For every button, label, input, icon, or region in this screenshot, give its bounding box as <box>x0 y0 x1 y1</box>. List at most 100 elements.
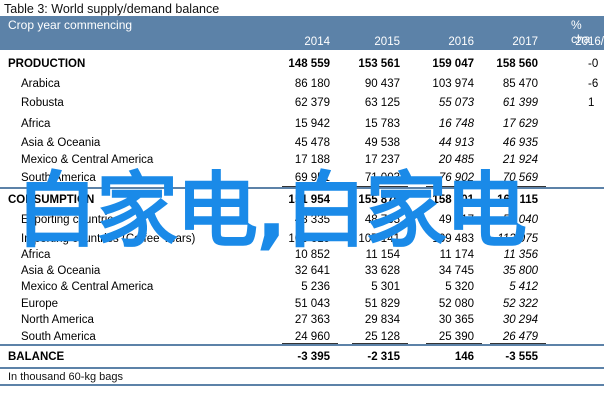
table-row: Africa 15 942 15 783 16 748 17 629 <box>0 116 604 134</box>
bottom-rule <box>0 384 604 386</box>
cell-value: 63 125 <box>364 97 400 109</box>
cell-value: 159 047 <box>432 58 474 70</box>
cell-value: 34 745 <box>438 265 474 277</box>
subtotal-underline <box>490 343 546 344</box>
subtotal-underline <box>282 343 338 344</box>
section-divider <box>0 367 604 369</box>
row-label: CONSUMPTION <box>8 194 95 206</box>
cell-value: 5 236 <box>301 281 330 293</box>
cell-value: 109 483 <box>432 233 474 245</box>
cell-value: 20 485 <box>438 154 474 166</box>
cell-percent: -6 <box>588 78 599 90</box>
cell-value: 48 735 <box>364 214 400 226</box>
cell-value: 103 974 <box>432 78 474 90</box>
table-row: Africa 10 852 11 154 11 174 11 356 <box>0 247 604 265</box>
cell-value: 50 040 <box>502 214 538 226</box>
subtotal-underline <box>490 186 546 187</box>
cell-value: 146 <box>454 351 474 363</box>
cell-value: 112 075 <box>497 233 538 245</box>
year-header: 2016 <box>448 36 474 48</box>
year-header: 2017 <box>512 36 538 48</box>
cell-value: 11 154 <box>365 249 400 261</box>
cell-value: 5 412 <box>509 281 538 293</box>
cell-value: 46 935 <box>502 137 538 149</box>
section-divider <box>0 344 604 346</box>
cell-value: 29 834 <box>364 314 400 326</box>
row-label: Arabica <box>21 78 60 90</box>
cell-value: 45 478 <box>294 137 330 149</box>
cell-value: 51 829 <box>364 298 400 310</box>
cell-value: -2 315 <box>367 351 400 363</box>
row-label: South America <box>21 172 96 184</box>
row-label: Robusta <box>21 97 64 109</box>
row-label: Europe <box>21 298 59 310</box>
cell-value: 30 294 <box>502 314 538 326</box>
watermark-overlay: 白家电,白家电 <box>16 164 527 259</box>
cell-value: 151 954 <box>288 194 330 206</box>
table-row: Europe 51 043 51 829 52 080 52 322 <box>0 296 604 314</box>
cell-value: 62 379 <box>294 97 330 109</box>
cell-percent: 1 <box>588 97 595 109</box>
cell-value: 90 437 <box>364 78 400 90</box>
cell-value: 17 629 <box>502 118 538 130</box>
cell-value: 48 335 <box>294 214 330 226</box>
cell-value: 103 619 <box>288 233 330 245</box>
table-row: South America 69 951 71 003 76 902 70 569 <box>0 170 604 188</box>
cell-value: -3 555 <box>505 351 538 363</box>
row-label: Importing countries (Coffee Years) <box>21 233 196 245</box>
cell-value: 26 479 <box>502 331 538 343</box>
year-header: 2015 <box>374 36 400 48</box>
cell-value: 158 560 <box>496 58 538 70</box>
table-row: South America 24 960 25 128 25 390 26 479 <box>0 329 604 347</box>
table-row: North America 27 363 29 834 30 365 30 294 <box>0 312 604 330</box>
row-label: Mexico & Central America <box>21 281 154 293</box>
cell-percent: -0 <box>588 58 599 70</box>
table-row: Robusta 62 379 63 125 55 073 61 399 1 <box>0 95 604 113</box>
cell-value: 44 913 <box>438 137 474 149</box>
row-label: South America <box>21 331 96 343</box>
crop-year-label: Crop year commencing <box>8 18 133 32</box>
section-row: CONSUMPTION 151 954 155 876 158 901 162 115 <box>0 192 604 210</box>
subtotal-underline <box>426 186 482 187</box>
cell-value: 86 180 <box>294 78 330 90</box>
cell-value: 71 003 <box>364 172 400 184</box>
row-label: PRODUCTION <box>8 58 86 70</box>
cell-value: 158 901 <box>432 194 474 206</box>
subtotal-underline <box>426 343 482 344</box>
cell-value: 162 115 <box>497 194 538 206</box>
section-row: PRODUCTION 148 559 153 561 159 047 158 560 -0 <box>0 56 604 74</box>
cell-value: 55 073 <box>438 97 474 109</box>
row-label: Asia & Oceania <box>21 265 101 277</box>
cell-value: 24 960 <box>294 331 330 343</box>
cell-value: 17 188 <box>294 154 330 166</box>
footnote: In thousand 60-kg bags <box>8 371 123 383</box>
cell-value: 69 951 <box>294 172 330 184</box>
cell-value: 35 800 <box>502 265 538 277</box>
section-divider <box>0 187 604 189</box>
table-header: Crop year commencing % cha 2014 2015 201… <box>0 16 604 50</box>
cell-value: 5 320 <box>445 281 474 293</box>
cell-value: 148 559 <box>288 58 330 70</box>
row-label: BALANCE <box>8 351 65 363</box>
cell-value: 16 748 <box>438 118 474 130</box>
year-header: 2014 <box>304 36 330 48</box>
row-label: Asia & Oceania <box>21 137 101 149</box>
row-label: Exporting countries <box>21 214 120 226</box>
row-label: Mexico & Central America <box>21 154 154 166</box>
cell-value: 32 641 <box>294 265 330 277</box>
cell-value: 17 237 <box>364 154 400 166</box>
cell-value: 49 417 <box>438 214 474 226</box>
subtotal-underline <box>352 186 408 187</box>
subtotal-underline <box>352 343 408 344</box>
table-title: Table 3: World supply/demand balance <box>4 2 220 16</box>
cell-value: 70 569 <box>502 172 538 184</box>
cell-value: -3 395 <box>297 351 330 363</box>
table-row: Mexico & Central America 17 188 17 237 20 4… <box>0 152 604 170</box>
cell-value: 85 470 <box>502 78 538 90</box>
year-header: 2016/ <box>575 36 604 48</box>
cell-value: 10 852 <box>294 249 330 261</box>
section-row: BALANCE -3 395 -2 315 146 -3 555 <box>0 349 604 367</box>
cell-value: 25 128 <box>364 331 400 343</box>
cell-value: 49 538 <box>364 137 400 149</box>
cell-value: 27 363 <box>294 314 330 326</box>
